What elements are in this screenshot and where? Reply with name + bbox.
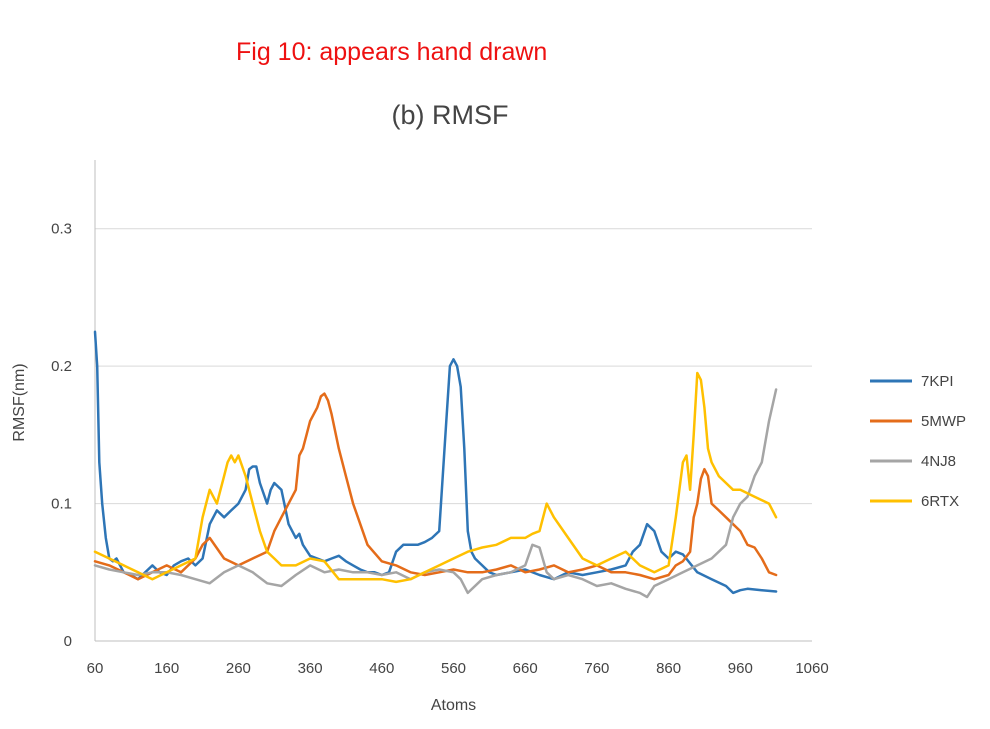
x-tick-label: 760: [584, 660, 609, 677]
x-tick-label: 960: [728, 660, 753, 677]
x-tick-label: 60: [87, 660, 104, 677]
gridlines: [95, 228, 812, 505]
legend-label-4nj8: 4NJ8: [921, 453, 956, 470]
x-tick-label: 460: [369, 660, 394, 677]
y-tick-label: 0: [64, 633, 72, 650]
x-tick-label: 160: [154, 660, 179, 677]
x-tick-labels: 60 160 260 360 460 560 660 760 860 960 1060: [87, 660, 829, 677]
legend-label-7kpi: 7KPI: [921, 373, 954, 390]
series-line-6rtx: [93, 371, 778, 584]
series-line-5mwp: [93, 392, 778, 581]
series-line-4nj8: [93, 388, 778, 599]
x-tick-label: 660: [513, 660, 538, 677]
y-tick-label: 0.1: [51, 496, 72, 513]
x-tick-label: 260: [226, 660, 251, 677]
y-tick-labels: 0 0.1 0.2 0.3: [51, 221, 72, 650]
x-axis-title: Atoms: [431, 697, 476, 714]
figure-note: Fig 10: appears hand drawn: [236, 38, 548, 66]
legend-label-6rtx: 6RTX: [921, 493, 959, 510]
legend-label-5mwp: 5MWP: [921, 413, 966, 430]
x-tick-label: 560: [441, 660, 466, 677]
y-tick-label: 0.3: [51, 221, 72, 238]
series-lines: [93, 330, 778, 599]
y-tick-label: 0.2: [51, 358, 72, 375]
y-axis-title: RMSF(nm): [11, 363, 28, 441]
chart-title: (b) RMSF: [391, 100, 509, 130]
x-tick-label: 360: [298, 660, 323, 677]
x-tick-label: 1060: [795, 660, 828, 677]
legend: 7KPI 5MWP 4NJ8 6RTX: [870, 373, 966, 510]
x-tick-label: 860: [656, 660, 681, 677]
